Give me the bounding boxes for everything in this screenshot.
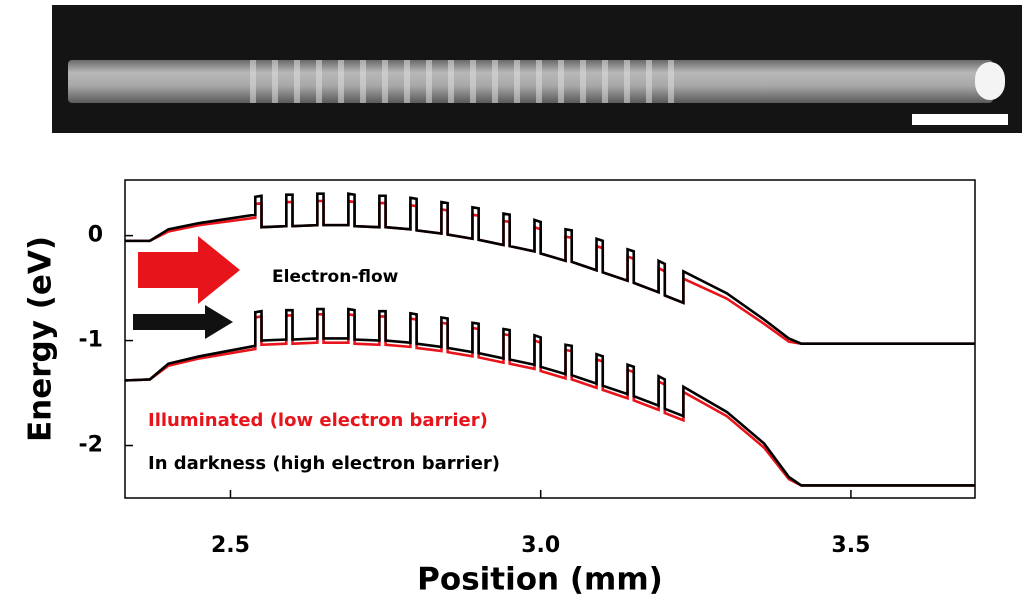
legend-entry: Illuminated (low electron barrier): [148, 410, 488, 431]
x-tick-label: 3.0: [521, 533, 560, 558]
micrograph: [52, 5, 1022, 133]
black-arrow: [133, 305, 233, 339]
nanowire-tip: [975, 62, 1005, 100]
band-line: [124, 307, 975, 487]
band-line: [125, 199, 975, 346]
band-line: [125, 192, 975, 346]
y-tick-label: -2: [79, 433, 103, 458]
x-tick-label: 3.5: [831, 533, 870, 558]
plot-frame: [124, 179, 976, 499]
x-tick-label: 2.5: [211, 533, 250, 558]
x-axis-label: Position (mm): [417, 562, 663, 598]
red-arrow: [138, 236, 240, 304]
nanowire-stripes: [250, 60, 690, 103]
y-tick-label: 0: [88, 223, 103, 248]
scale-bar: [912, 114, 1008, 125]
legend-entry: In darkness (high electron barrier): [148, 453, 500, 474]
annotation: Electron-flow: [272, 267, 399, 287]
y-axis-label: Energy (eV): [23, 236, 59, 442]
y-tick-label: -1: [79, 328, 103, 353]
